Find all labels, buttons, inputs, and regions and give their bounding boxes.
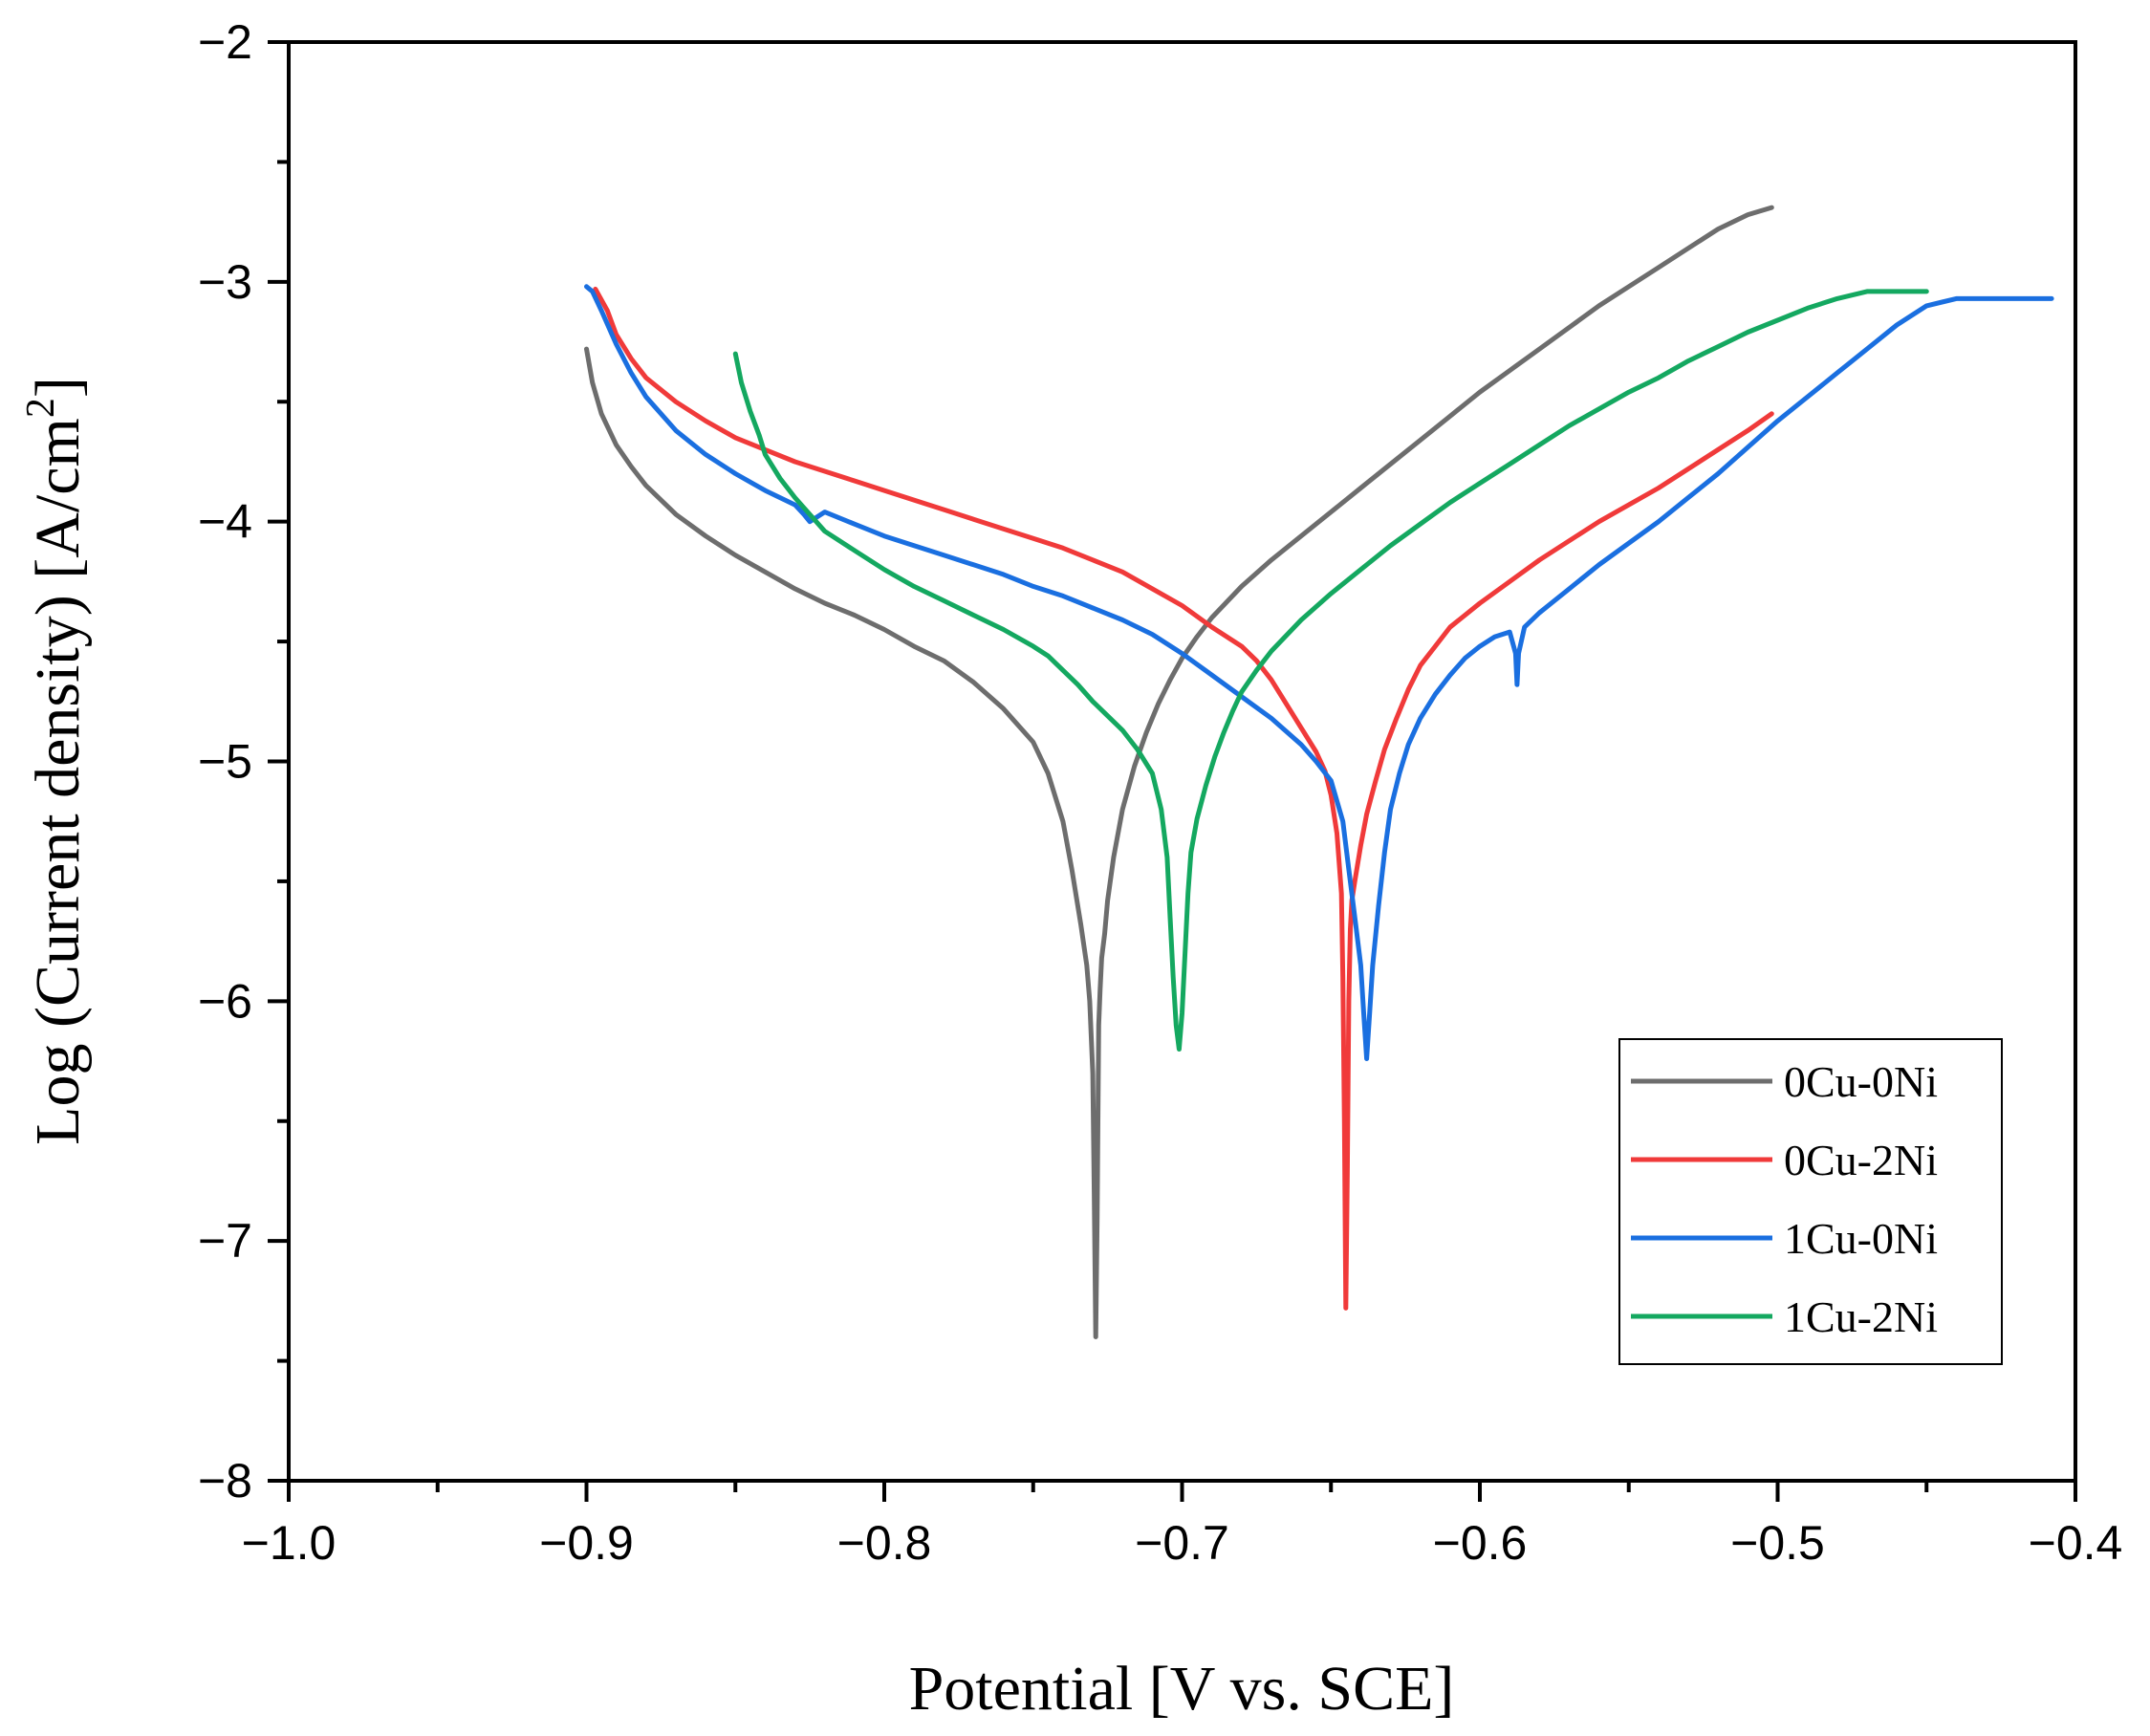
y-tick-label: −7 — [198, 1214, 252, 1268]
legend: 0Cu-0Ni 0Cu-2Ni 1Cu-0Ni 1Cu-2Ni — [1618, 1038, 2003, 1365]
x-tick-label: −0.4 — [2029, 1516, 2123, 1570]
legend-items: 0Cu-0Ni 0Cu-2Ni 1Cu-0Ni 1Cu-2Ni — [1631, 1057, 1938, 1341]
y-tick-label: −5 — [198, 735, 252, 789]
axis-tick-labels: −1.0 −0.9 −0.8 −0.7 −0.6 −0.5 −0.4 −8 −7 −6 −5 −4 −3… — [198, 15, 2122, 1570]
legend-label-0cu-0ni: 0Cu-0Ni — [1784, 1057, 1938, 1106]
legend-label-1cu-2ni: 1Cu-2Ni — [1784, 1292, 1938, 1341]
y-tick-label: −3 — [198, 255, 252, 309]
x-tick-label: −1.0 — [242, 1516, 337, 1570]
y-tick-label: −2 — [198, 15, 252, 69]
x-tick-label: −0.8 — [837, 1516, 932, 1570]
x-tick-label: −0.7 — [1135, 1516, 1229, 1570]
series-line-0cu-2ni — [593, 286, 1774, 1311]
x-tick-label: −0.5 — [1730, 1516, 1825, 1570]
y-axis-title-sup: 2 — [19, 398, 63, 418]
y-axis-title-main: Log (Current density) [A/cm — [23, 418, 93, 1145]
y-tick-label: −4 — [198, 495, 252, 549]
legend-label-0cu-2ni: 0Cu-2Ni — [1784, 1136, 1938, 1184]
legend-box — [1618, 1038, 2003, 1365]
axis-ticks — [268, 40, 2077, 1502]
series-line-1cu-2ni — [732, 289, 1929, 1052]
x-tick-label: −0.9 — [539, 1516, 634, 1570]
y-tick-label: −8 — [198, 1454, 252, 1508]
y-axis-title-end: ] — [23, 377, 93, 398]
x-tick-label: −0.6 — [1433, 1516, 1528, 1570]
series-layer — [584, 205, 2054, 1339]
y-axis-title: Log (Current density) [A/cm2] — [19, 377, 93, 1145]
x-axis-title: Potential [V vs. SCE] — [909, 1654, 1455, 1724]
legend-label-1cu-0ni: 1Cu-0Ni — [1784, 1214, 1938, 1263]
series-line-0cu-0ni — [584, 205, 1774, 1339]
y-tick-label: −6 — [198, 974, 252, 1028]
